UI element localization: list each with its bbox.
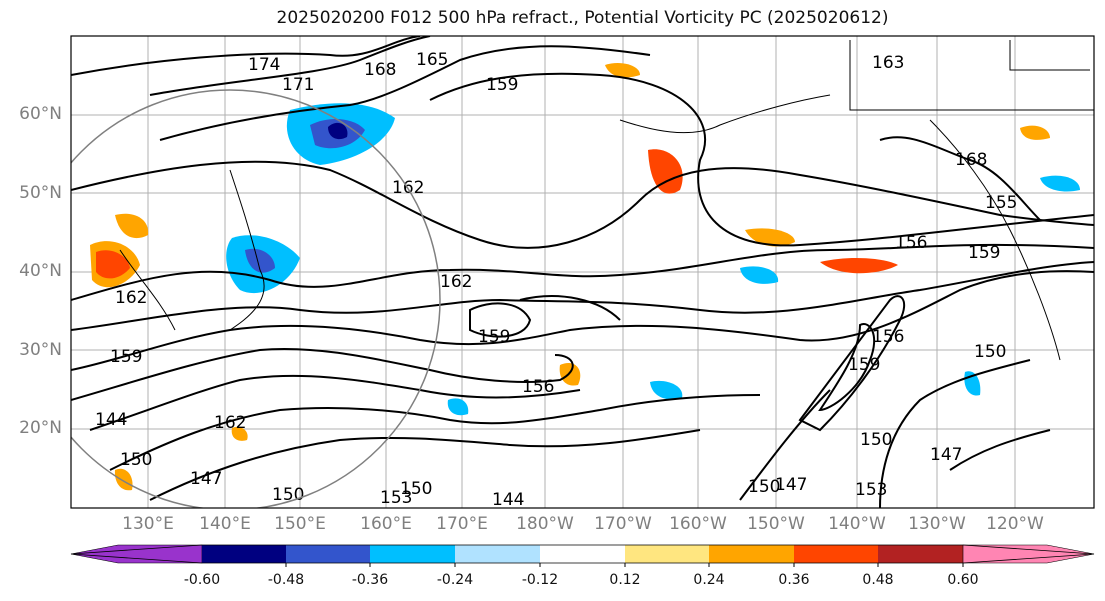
contour-label: 147: [775, 475, 807, 495]
contour-label: 159: [486, 75, 518, 95]
colorbar-segment: [202, 545, 286, 563]
negative-anomaly-patch: [1040, 175, 1080, 192]
colorbar-segment: [962, 544, 1095, 564]
lon-label: 160°E: [360, 514, 412, 534]
contour-label: 159: [848, 355, 880, 375]
colorbar-segment: [540, 545, 625, 563]
positive-anomaly-patch: [1020, 125, 1050, 140]
contour-label: 162: [214, 413, 246, 433]
negative-anomaly-patch: [740, 266, 779, 284]
range-ring: [71, 89, 441, 508]
lon-label: 130°E: [122, 514, 174, 534]
contour-label: 168: [955, 150, 987, 170]
colorbar-tick-label: 0.48: [862, 572, 894, 588]
positive-anomaly-patch: [820, 258, 898, 274]
contour-label: 144: [95, 410, 127, 430]
colorbar-tick-label: -0.60: [183, 572, 221, 588]
positive-anomaly-patch: [96, 250, 130, 279]
colorbar-tick-label: -0.36: [351, 572, 389, 588]
pv-shading: [90, 63, 1080, 491]
height-contours: [71, 36, 1094, 508]
lon-label: 150°W: [747, 514, 805, 534]
contour-label: 150: [860, 430, 892, 450]
colorbar-segment: [455, 545, 540, 563]
coastlines: [119, 40, 1094, 361]
contour-label: 150: [400, 479, 432, 499]
colorbar-outline: [70, 544, 1095, 564]
contour-label: 147: [190, 469, 222, 489]
contour-label: 147: [930, 445, 962, 465]
lon-label: 140°W: [828, 514, 886, 534]
colorbar-segment: [794, 545, 878, 563]
positive-anomaly-patch: [648, 149, 683, 194]
colorbar-tick-label: 0.12: [609, 572, 641, 588]
negative-anomaly-patch: [328, 122, 348, 140]
lon-label: 150°E: [274, 514, 326, 534]
contour-label: 153: [855, 480, 887, 500]
positive-anomaly-patch: [114, 468, 133, 491]
lon-label: 120°W: [986, 514, 1044, 534]
contour-label: 162: [115, 288, 147, 308]
lat-label: 60°N: [19, 104, 62, 124]
colorbar-tick-label: 0.36: [778, 572, 810, 588]
colorbar: [70, 544, 1095, 567]
contour-label: 153: [380, 488, 412, 508]
colorbar-tick-label: -0.48: [267, 572, 305, 588]
contour-label: 171: [282, 75, 314, 95]
contour-label: 150: [748, 477, 780, 497]
positive-anomaly-patch: [231, 426, 248, 441]
contour-label: 174: [248, 55, 280, 75]
lon-label: 170°E: [436, 514, 488, 534]
lon-label: 160°W: [669, 514, 727, 534]
colorbar-segment: [625, 545, 709, 563]
positive-anomaly-patch: [559, 362, 581, 386]
colorbar-segment: [878, 545, 963, 563]
lat-label: 40°N: [19, 261, 62, 281]
map-title: 2025020200 F012 500 hPa refract., Potent…: [276, 8, 889, 28]
colorbar-tick-label: 0.24: [693, 572, 725, 588]
negative-anomaly-patch: [447, 398, 469, 416]
colorbar-tick-label: 0.60: [947, 572, 979, 588]
contour-label: 150: [120, 450, 152, 470]
contour-label: 155: [985, 193, 1017, 213]
lon-label: 170°W: [594, 514, 652, 534]
colorbar-tick-label: -0.24: [436, 572, 474, 588]
lat-label: 20°N: [19, 418, 62, 438]
lat-label: 50°N: [19, 183, 62, 203]
positive-anomaly-patch: [605, 63, 640, 78]
plot-frame: [70, 35, 1095, 509]
contour-label: 150: [974, 342, 1006, 362]
lon-label: 140°E: [199, 514, 251, 534]
contour-label: 165: [416, 50, 448, 70]
negative-anomaly-patch: [245, 248, 275, 273]
contour-label: 144: [492, 490, 524, 510]
positive-anomaly-patch: [115, 213, 149, 239]
contour-label: 156: [522, 377, 554, 397]
colorbar-segment: [370, 545, 455, 563]
lon-label: 180°W: [516, 514, 574, 534]
colorbar-segment: [70, 544, 203, 564]
contour-label: 159: [110, 347, 142, 367]
contour-label-layer: 174 171 168 165 159 163 168 155 162 156 …: [95, 50, 1017, 510]
lat-label: 30°N: [19, 340, 62, 360]
colorbar-segment: [286, 545, 370, 563]
colorbar-segment: [709, 545, 794, 563]
contour-label: 162: [440, 272, 472, 292]
contour-label: 156: [872, 327, 904, 347]
lon-label: 130°W: [908, 514, 966, 534]
negative-anomaly-patch: [650, 380, 683, 400]
contour-label: 159: [478, 327, 510, 347]
colorbar-tick-label: -0.12: [521, 572, 559, 588]
contour-label: 156: [895, 233, 927, 253]
contour-label: 168: [364, 60, 396, 80]
contour-label: 163: [872, 53, 904, 73]
contour-label: 159: [968, 243, 1000, 263]
